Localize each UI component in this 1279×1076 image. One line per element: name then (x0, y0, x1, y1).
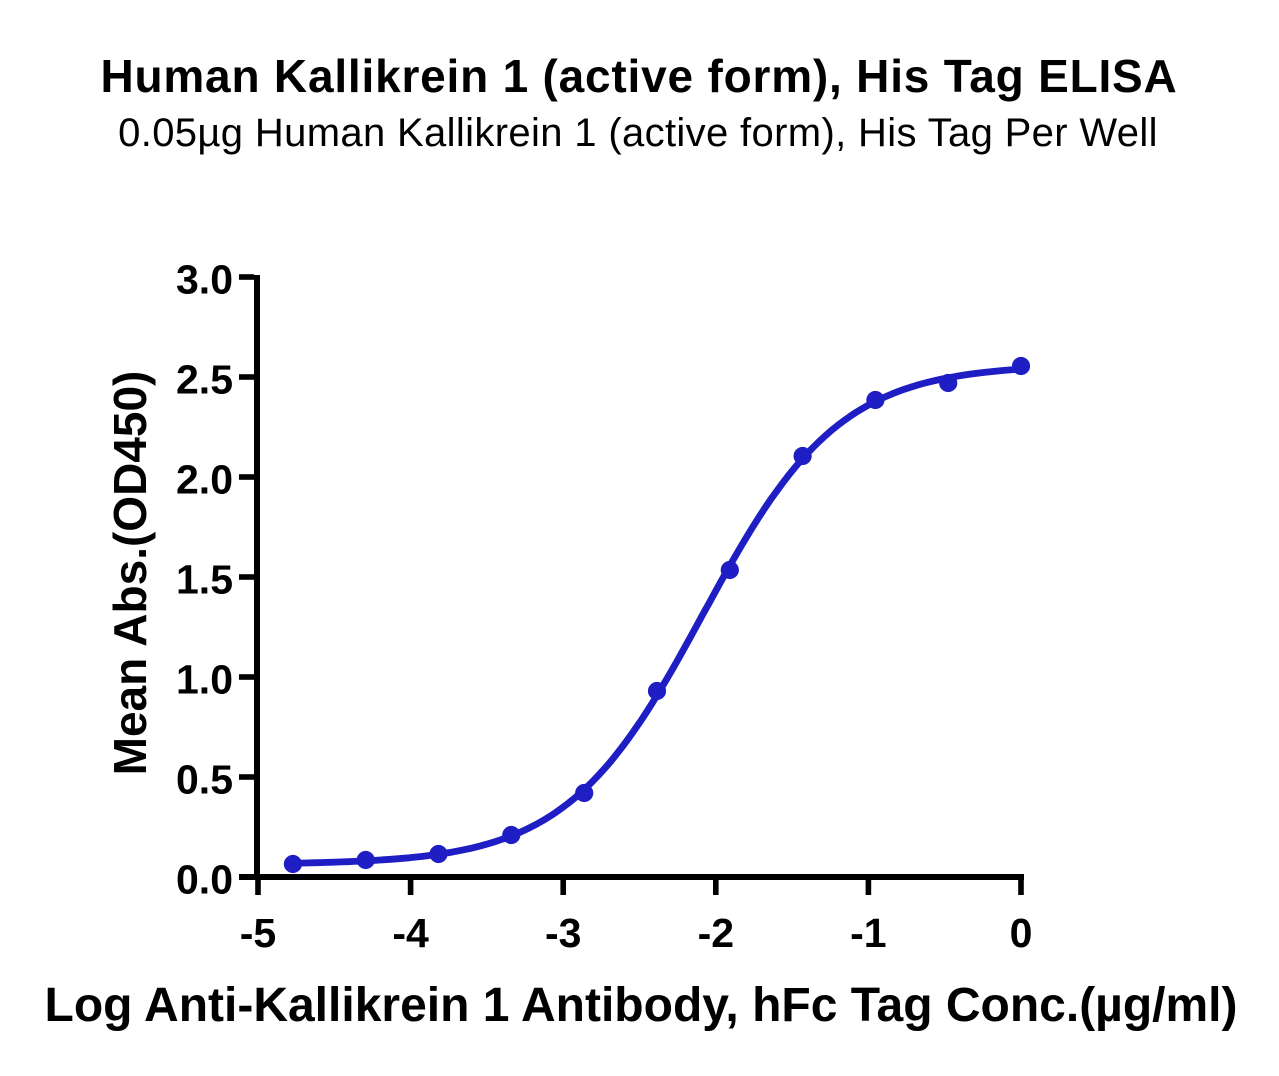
svg-text:0: 0 (1010, 910, 1033, 956)
svg-text:0.05µg Human Kallikrein 1 (act: 0.05µg Human Kallikrein 1 (active form),… (118, 111, 1158, 155)
svg-text:-3: -3 (545, 910, 581, 956)
svg-text:0.5: 0.5 (176, 757, 233, 803)
svg-text:Mean Abs.(OD450): Mean Abs.(OD450) (104, 371, 156, 776)
svg-text:-5: -5 (240, 910, 276, 956)
svg-text:0.0: 0.0 (176, 857, 233, 903)
svg-text:3.0: 3.0 (176, 257, 233, 303)
svg-text:-2: -2 (698, 910, 734, 956)
svg-text:2.0: 2.0 (176, 457, 233, 503)
svg-text:Human Kallikrein 1 (active for: Human Kallikrein 1 (active form), His Ta… (100, 50, 1177, 102)
svg-text:2.5: 2.5 (176, 357, 233, 403)
svg-text:Log Anti-Kallikrein 1 Antibody: Log Anti-Kallikrein 1 Antibody, hFc Tag … (45, 979, 1238, 1032)
svg-text:-1: -1 (850, 910, 886, 956)
svg-text:1.0: 1.0 (176, 657, 233, 703)
svg-text:1.5: 1.5 (176, 557, 233, 603)
svg-text:-4: -4 (392, 910, 429, 956)
